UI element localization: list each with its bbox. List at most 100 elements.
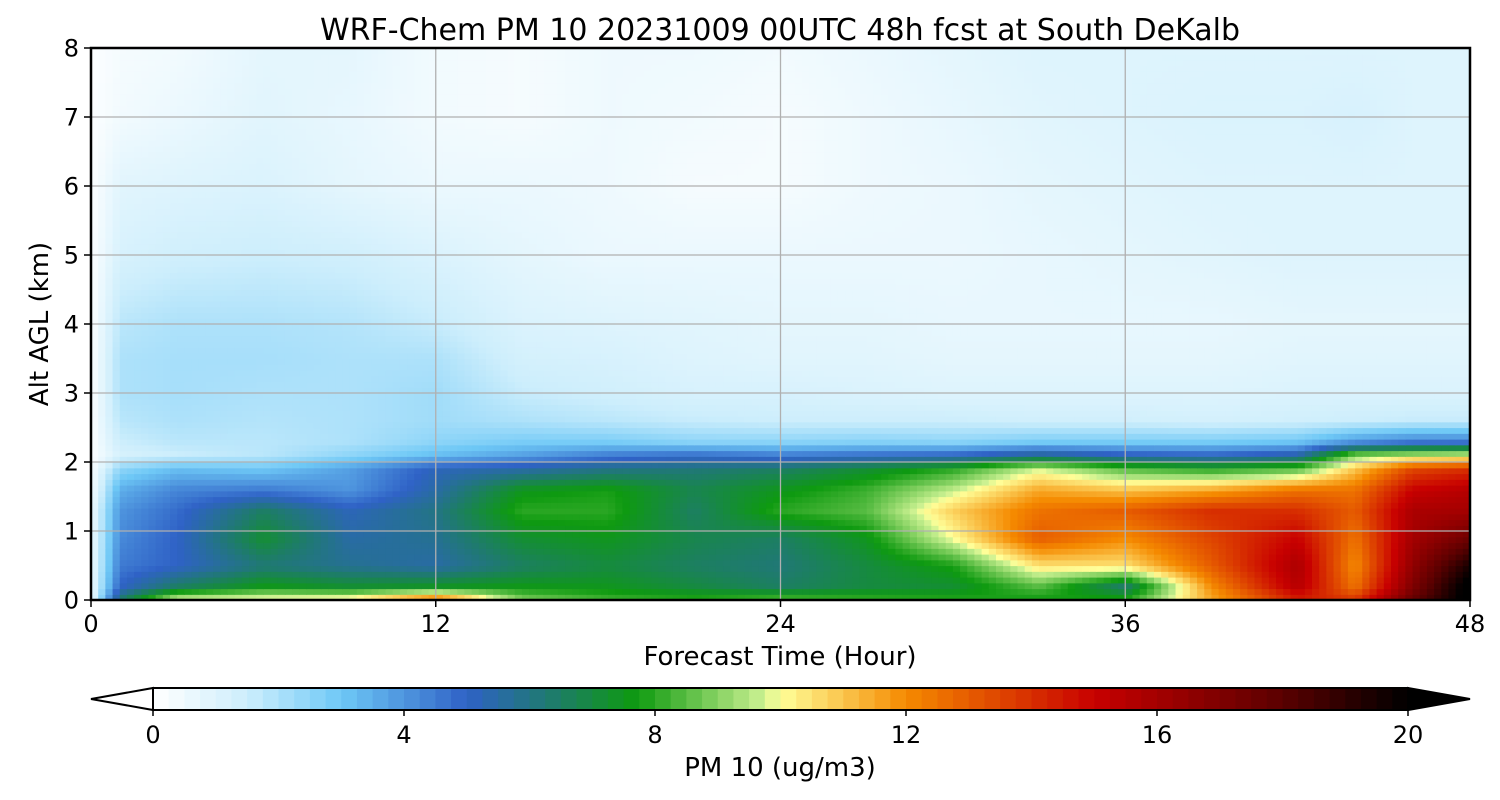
heatmap-cell: [400, 479, 408, 485]
heatmap-cell: [192, 571, 200, 577]
heatmap-cell: [680, 571, 688, 577]
heatmap-cell: [788, 474, 796, 480]
heatmap-cell: [572, 497, 580, 503]
heatmap-cell: [608, 491, 616, 497]
heatmap-cell: [1448, 583, 1456, 589]
heatmap-cell: [630, 514, 638, 520]
heatmap-cell: [601, 462, 609, 468]
heatmap-cell: [407, 571, 415, 577]
heatmap-cell: [393, 566, 401, 572]
heatmap-cell: [694, 543, 702, 549]
heatmap-cell: [816, 491, 824, 497]
heatmap-cell: [831, 491, 839, 497]
heatmap-cell: [1448, 485, 1456, 491]
heatmap-cell: [113, 508, 121, 514]
heatmap-cell: [271, 531, 279, 537]
heatmap-cell: [515, 479, 523, 485]
heatmap-cell: [637, 589, 645, 595]
heatmap-cell: [148, 468, 156, 474]
heatmap-cell: [1010, 485, 1018, 491]
heatmap-cell: [1161, 502, 1169, 508]
heatmap-cell: [263, 543, 271, 549]
heatmap-cell: [500, 520, 508, 526]
heatmap-cell: [543, 577, 551, 583]
heatmap-cell: [170, 497, 178, 503]
heatmap-cell: [163, 462, 171, 468]
heatmap-cell: [1053, 514, 1061, 520]
heatmap-cell: [220, 479, 228, 485]
heatmap-cell: [1204, 451, 1212, 457]
heatmap-cell: [278, 537, 286, 543]
heatmap-cell: [673, 508, 681, 514]
heatmap-cell: [170, 508, 178, 514]
heatmap-cell: [1405, 497, 1413, 503]
heatmap-cell: [378, 462, 386, 468]
heatmap-cell: [192, 577, 200, 583]
heatmap-cell: [141, 502, 149, 508]
heatmap-cell: [385, 462, 393, 468]
heatmap-cell: [558, 531, 566, 537]
heatmap-cell: [242, 462, 250, 468]
heatmap-cell: [1097, 520, 1105, 526]
heatmap-cell: [1046, 560, 1054, 566]
heatmap-cell: [421, 502, 429, 508]
heatmap-cell: [737, 479, 745, 485]
heatmap-cell: [1427, 520, 1435, 526]
heatmap-cell: [651, 548, 659, 554]
heatmap-cell: [888, 554, 896, 560]
heatmap-cell: [421, 474, 429, 480]
heatmap-cell: [1082, 451, 1090, 457]
heatmap-cell: [1003, 571, 1011, 577]
heatmap-cell: [256, 497, 264, 503]
heatmap-cell: [1197, 548, 1205, 554]
heatmap-cell: [730, 554, 738, 560]
heatmap-cell: [1104, 554, 1112, 560]
heatmap-cell: [213, 497, 221, 503]
heatmap-cell: [795, 520, 803, 526]
heatmap-cell: [1003, 554, 1011, 560]
heatmap-cell: [1168, 543, 1176, 549]
heatmap-cell: [1290, 497, 1298, 503]
heatmap-cell: [1398, 543, 1406, 549]
heatmap-cell: [342, 560, 350, 566]
heatmap-cell: [292, 583, 300, 589]
heatmap-cell: [1154, 554, 1162, 560]
heatmap-cell: [1154, 468, 1162, 474]
heatmap-cell: [622, 520, 630, 526]
heatmap-cell: [364, 589, 372, 595]
heatmap-cell: [867, 543, 875, 549]
heatmap-cell: [1456, 571, 1464, 577]
heatmap-cell: [558, 508, 566, 514]
heatmap-cell: [1132, 566, 1140, 572]
heatmap-cell: [781, 514, 789, 520]
heatmap-cell: [795, 497, 803, 503]
heatmap-cell: [1362, 520, 1370, 526]
heatmap-cell: [1168, 566, 1176, 572]
heatmap-cell: [551, 497, 559, 503]
heatmap-cell: [615, 520, 623, 526]
heatmap-cell: [342, 531, 350, 537]
heatmap-cell: [522, 474, 530, 480]
heatmap-cell: [543, 462, 551, 468]
heatmap-cell: [852, 451, 860, 457]
heatmap-cell: [752, 531, 760, 537]
heatmap-cell: [314, 468, 322, 474]
heatmap-cell: [1032, 577, 1040, 583]
heatmap-cell: [113, 497, 121, 503]
heatmap-cell: [493, 554, 501, 560]
heatmap-cell: [242, 566, 250, 572]
heatmap-cell: [443, 462, 451, 468]
heatmap-cell: [1161, 560, 1169, 566]
heatmap-cell: [881, 502, 889, 508]
heatmap-cell: [1434, 543, 1442, 549]
heatmap-cell: [1355, 508, 1363, 514]
heatmap-cell: [551, 571, 559, 577]
heatmap-cell: [888, 451, 896, 457]
heatmap-cell: [788, 583, 796, 589]
heatmap-cell: [1125, 491, 1133, 497]
heatmap-cell: [400, 491, 408, 497]
heatmap-cell: [644, 462, 652, 468]
heatmap-cell: [1053, 479, 1061, 485]
heatmap-cell: [587, 543, 595, 549]
heatmap-cell: [974, 548, 982, 554]
